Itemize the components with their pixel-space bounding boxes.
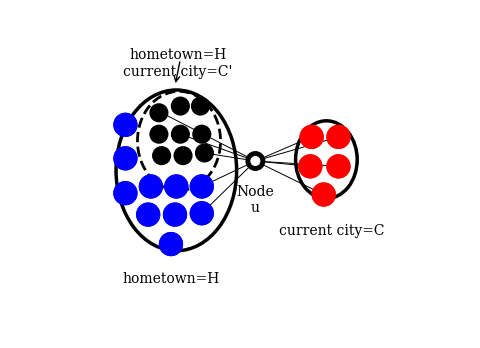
Circle shape	[166, 176, 187, 197]
Circle shape	[115, 114, 136, 136]
Text: hometown=H: hometown=H	[122, 271, 219, 286]
Circle shape	[313, 184, 335, 205]
Circle shape	[300, 156, 321, 177]
Circle shape	[328, 156, 349, 177]
Circle shape	[196, 144, 213, 162]
Circle shape	[193, 125, 211, 143]
Circle shape	[174, 147, 192, 165]
Circle shape	[140, 176, 162, 197]
Ellipse shape	[116, 90, 237, 251]
Circle shape	[328, 126, 349, 148]
Circle shape	[191, 176, 213, 197]
Circle shape	[192, 97, 209, 115]
Circle shape	[153, 147, 170, 165]
Circle shape	[248, 153, 263, 168]
Circle shape	[115, 182, 136, 204]
Circle shape	[164, 204, 186, 225]
Circle shape	[301, 126, 323, 148]
Circle shape	[191, 203, 213, 224]
Circle shape	[115, 148, 136, 169]
Circle shape	[171, 97, 189, 115]
Ellipse shape	[296, 121, 357, 198]
Circle shape	[150, 125, 168, 143]
Circle shape	[171, 125, 189, 143]
Circle shape	[137, 204, 159, 225]
Text: hometown=H
current city=C': hometown=H current city=C'	[123, 48, 232, 79]
Circle shape	[150, 104, 168, 121]
Text: current city=C: current city=C	[279, 224, 384, 238]
Circle shape	[160, 234, 182, 255]
Text: Node
u: Node u	[237, 185, 274, 215]
